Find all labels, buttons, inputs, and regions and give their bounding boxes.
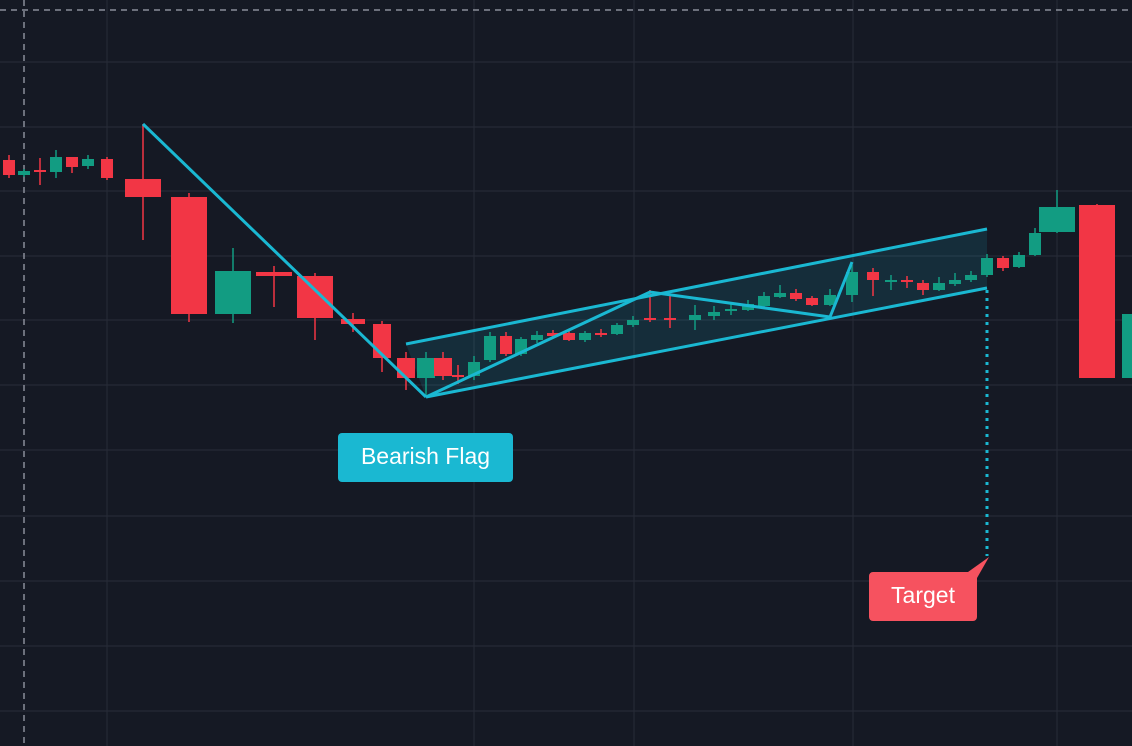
candle-body [563,333,575,340]
candle-body [846,272,858,295]
candle-body [689,315,701,320]
flag-upper [405,227,988,346]
candle-body [867,272,879,280]
candle-body [806,298,818,305]
candle-body [101,159,113,178]
candle-body [171,197,207,314]
candle-body [1039,207,1075,232]
candle-body [708,312,720,316]
pattern-label-box [338,433,513,482]
candle-body [3,160,15,175]
candle-body [901,280,913,282]
candle-body [965,275,977,280]
candle-body [1079,205,1115,378]
candle-body [997,258,1009,268]
candle-body [627,320,639,325]
candle-body [215,271,251,314]
candle-body [774,293,786,297]
candle-body [434,358,452,376]
candle-body [917,283,929,290]
flag-fill [406,229,987,397]
flag-pole [141,122,428,399]
candle-body [50,157,62,172]
target-label: Target [891,582,956,608]
candle-body [66,157,78,167]
candle-body [256,272,292,276]
candle-body [417,358,435,378]
candle-body [1122,314,1132,378]
candle-body [531,335,543,340]
candle-body [484,336,496,360]
candle-body [595,333,607,335]
flag-lower [425,286,988,399]
candle-body [725,309,737,311]
pattern-label: Bearish Flag [361,443,490,469]
candle-body [547,333,559,336]
candle-body [500,336,512,354]
candle-body [452,375,464,377]
candle-body [1013,255,1025,267]
candle-body [981,258,993,275]
candle-body [758,296,770,306]
candle-body [82,159,94,166]
candle-body [949,280,961,284]
candle-body [1029,233,1041,255]
candle-body [664,318,676,320]
candle-body [790,293,802,299]
candle-body [824,295,836,305]
candles [3,124,1132,395]
candle-body [644,318,656,320]
candle-body [579,333,591,340]
candle-body [397,358,415,378]
target-label-box [869,557,989,621]
candle-body [933,283,945,290]
pattern-lines [141,122,989,556]
candle-body [18,171,30,175]
candle-body [34,170,46,172]
candle-body [885,280,897,282]
flag-zigzag [425,261,854,399]
candle-body [341,319,365,324]
candle-body [297,276,333,318]
candle-body [125,179,161,197]
candle-body [611,325,623,334]
